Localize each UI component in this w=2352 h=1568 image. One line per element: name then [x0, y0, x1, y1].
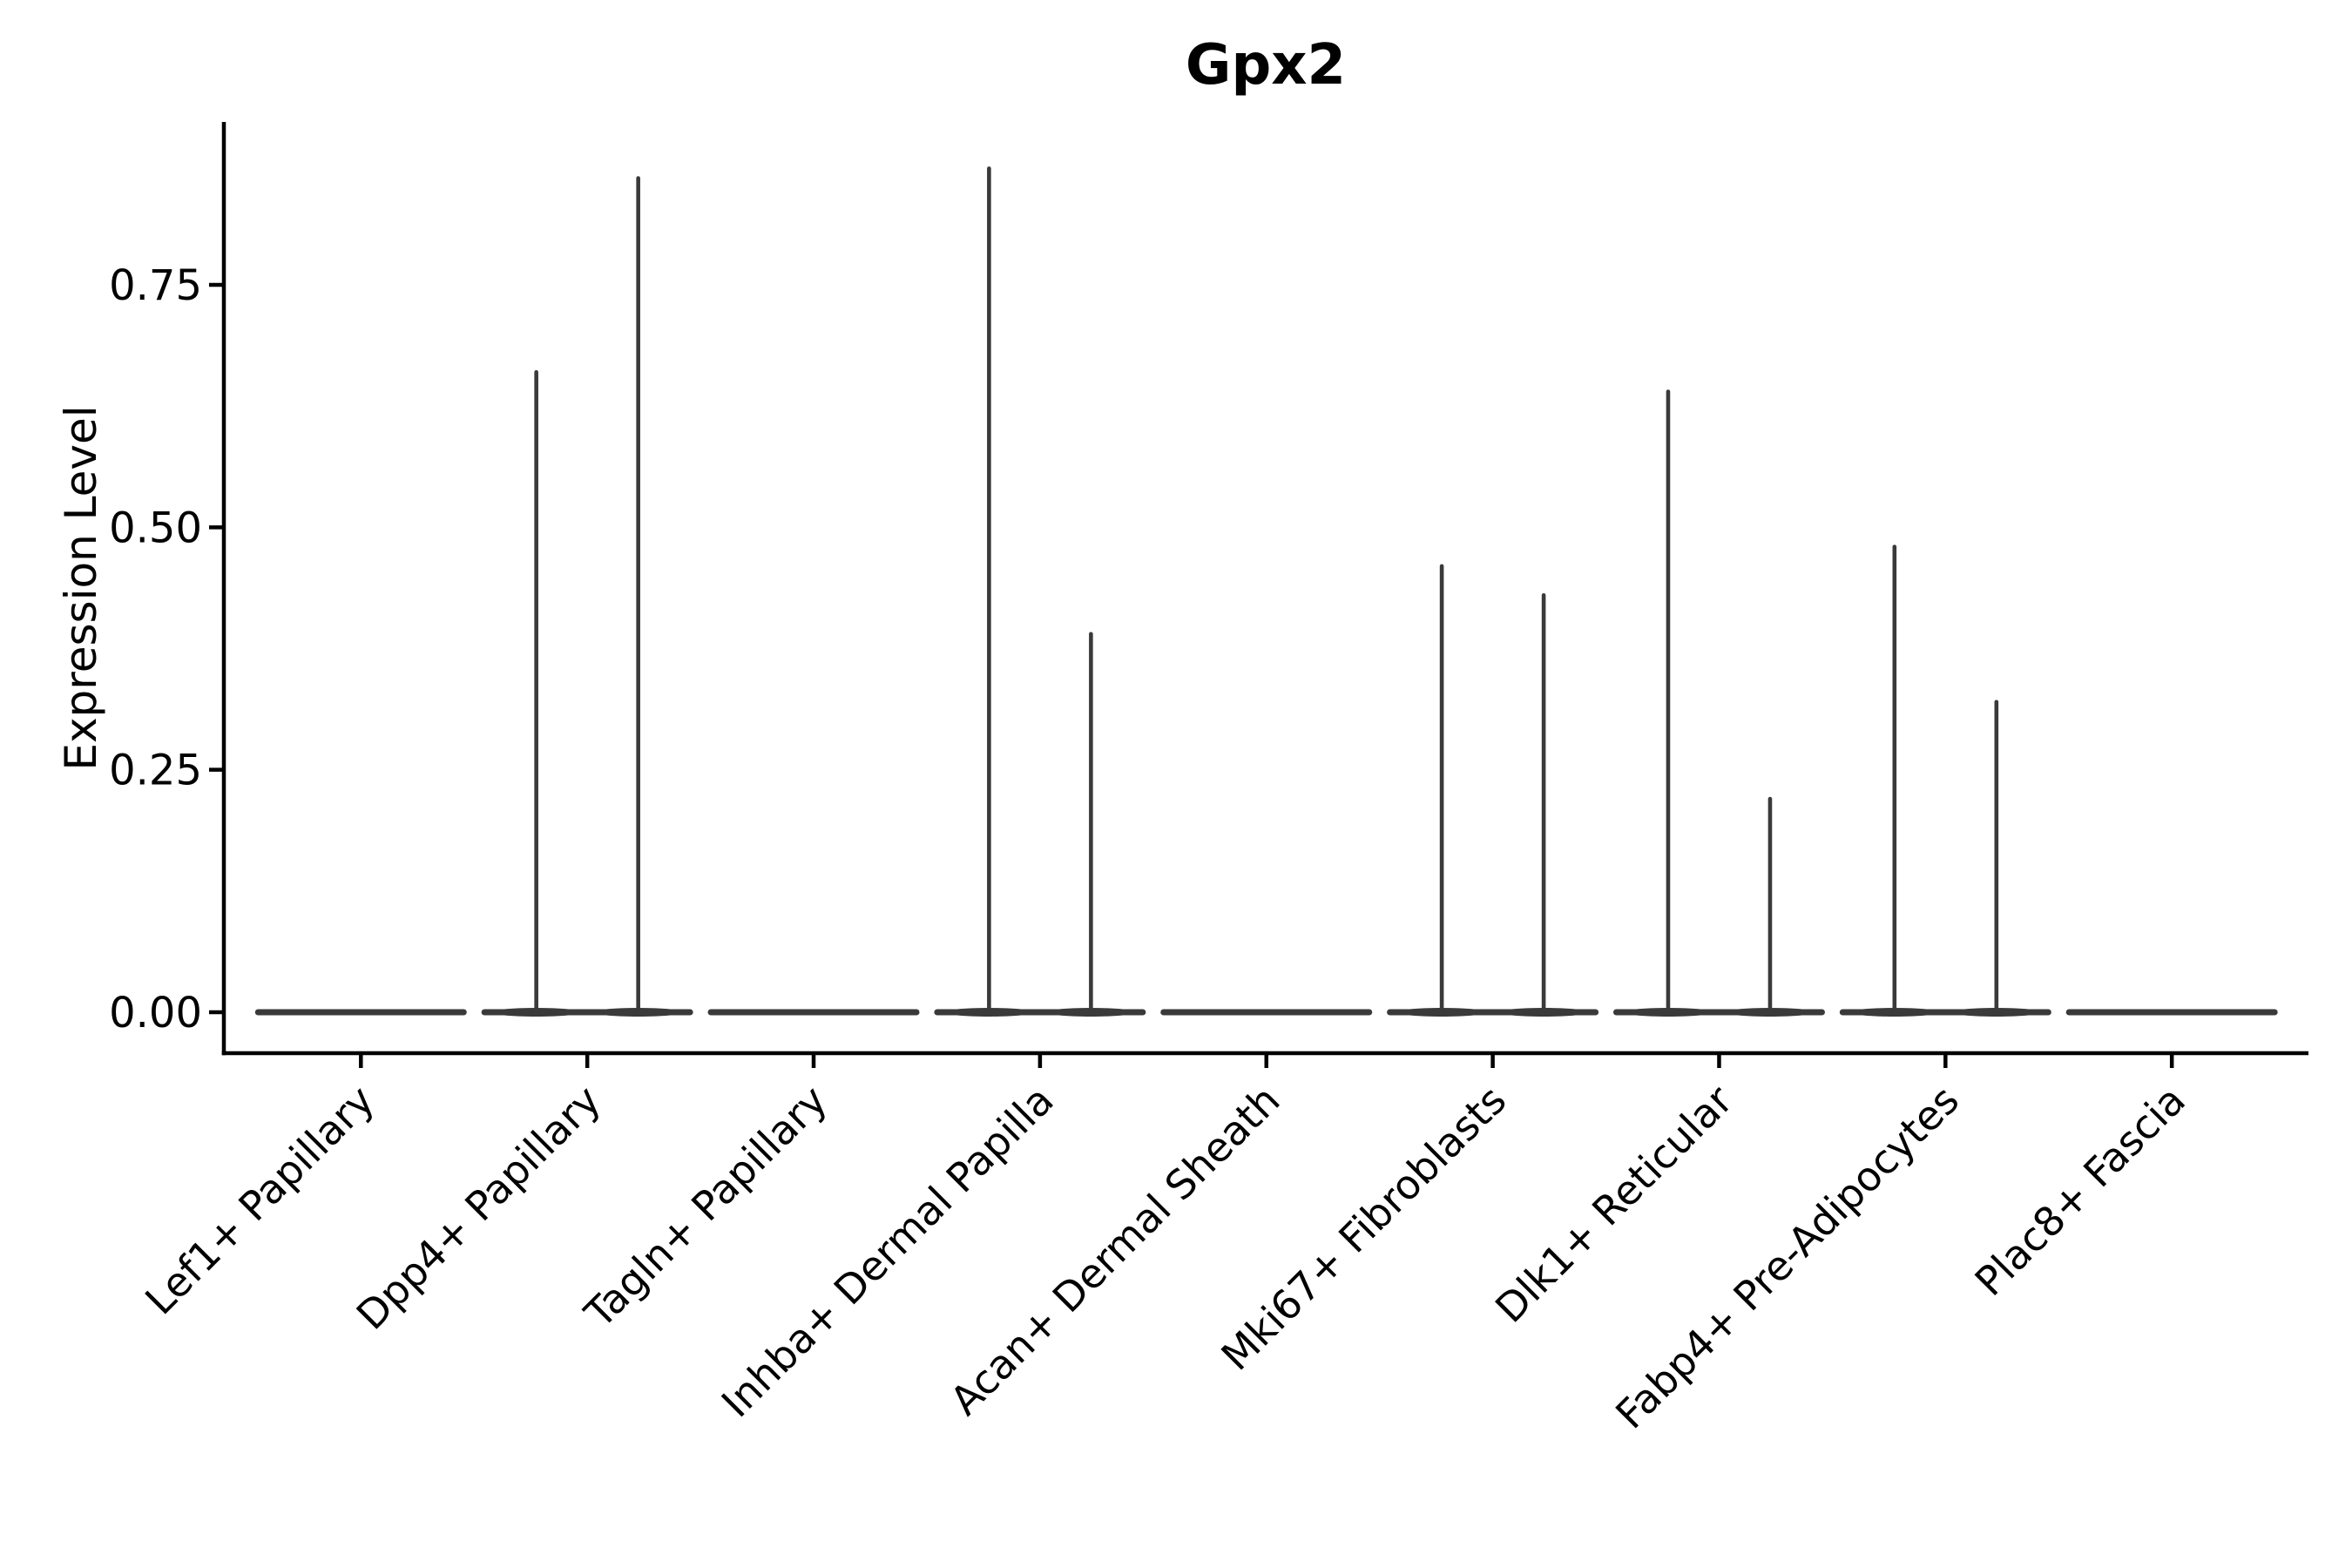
plot-title: Gpx2	[1186, 33, 1346, 98]
y-tick-label: 0.25	[109, 747, 202, 795]
x-tick-label: Dlk1+ Reticular	[1486, 1077, 1741, 1332]
y-axis-label: Expression Level	[56, 405, 106, 770]
x-tick-label: Tagln+ Papillary	[575, 1077, 836, 1338]
y-tick-label: 0.00	[109, 989, 202, 1037]
x-tick-label: Dpp4+ Papillary	[348, 1077, 610, 1339]
y-tick-label: 0.75	[109, 261, 202, 310]
x-tick-label: Plac8+ Fascia	[1966, 1077, 2194, 1305]
y-tick-label: 0.50	[109, 504, 202, 552]
x-tick-label: Lef1+ Papillary	[136, 1077, 383, 1324]
